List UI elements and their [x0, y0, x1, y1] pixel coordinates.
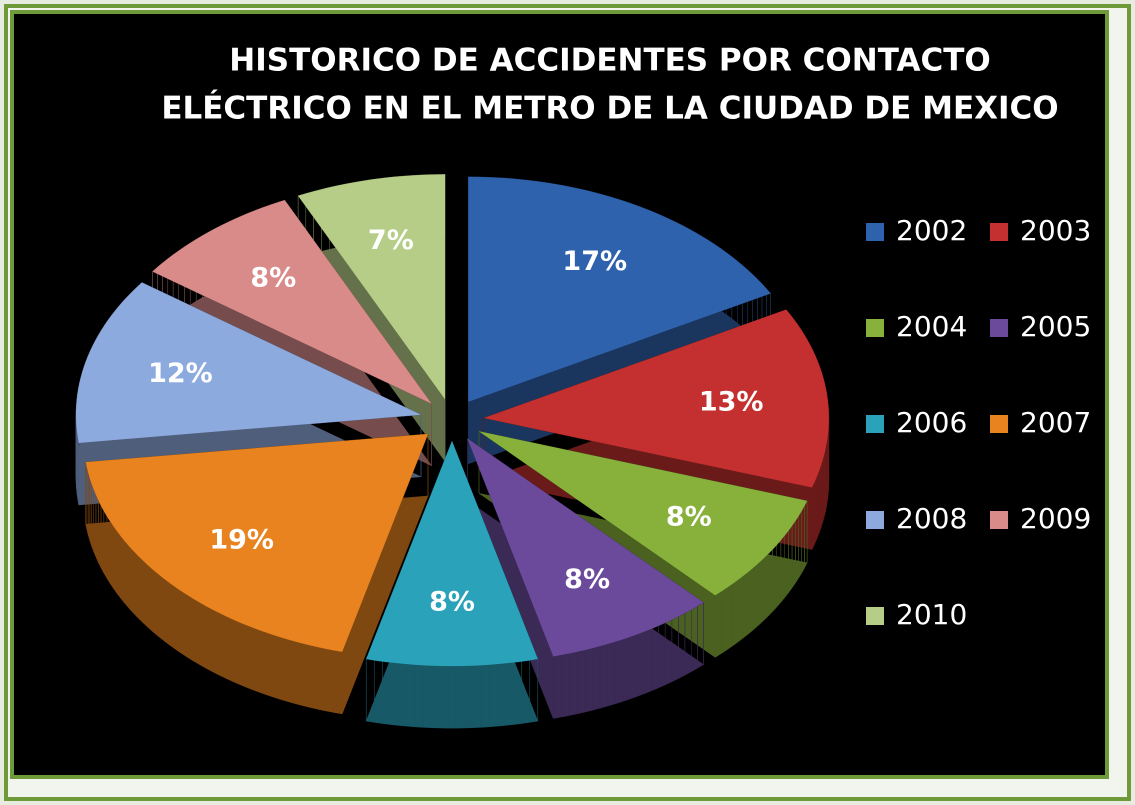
legend-swatch [866, 415, 884, 433]
legend-label: 2009 [1020, 502, 1091, 535]
legend-label: 2007 [1020, 406, 1091, 439]
legend-label: 2004 [896, 310, 967, 343]
slice [366, 441, 538, 667]
legend-label: 2005 [1020, 310, 1091, 343]
legend-label: 2002 [896, 214, 967, 247]
chart-title: HISTORICO DE ACCIDENTES POR CONTACTO [229, 43, 990, 79]
legend-label: 2006 [896, 406, 967, 439]
data-label: 8% [666, 502, 712, 533]
data-label: 12% [148, 358, 213, 389]
legend-swatch [866, 511, 884, 529]
slice [467, 438, 704, 657]
slice [479, 431, 808, 596]
data-label: 13% [699, 386, 764, 417]
legend-swatch [866, 607, 884, 625]
data-label: 17% [562, 246, 627, 277]
data-label: 8% [564, 564, 610, 595]
legend-swatch [866, 319, 884, 337]
slice [152, 200, 432, 404]
data-label: 8% [250, 262, 296, 293]
data-label: 8% [429, 587, 475, 618]
slice [76, 282, 422, 443]
legend-swatch [990, 511, 1008, 529]
slice [483, 309, 829, 488]
legend-swatch [990, 415, 1008, 433]
data-label: 7% [368, 225, 414, 256]
legend-swatch [990, 223, 1008, 241]
slice [298, 174, 446, 400]
data-label: 19% [209, 525, 274, 556]
chart-title: ELÉCTRICO EN EL METRO DE LA CIUDAD DE ME… [161, 91, 1058, 127]
legend-label: 2008 [896, 502, 967, 535]
legend-label: 2003 [1020, 214, 1091, 247]
slice [468, 176, 771, 402]
legend-swatch [990, 319, 1008, 337]
legend-swatch [866, 223, 884, 241]
legend-label: 2010 [896, 598, 967, 631]
slice [85, 433, 428, 652]
